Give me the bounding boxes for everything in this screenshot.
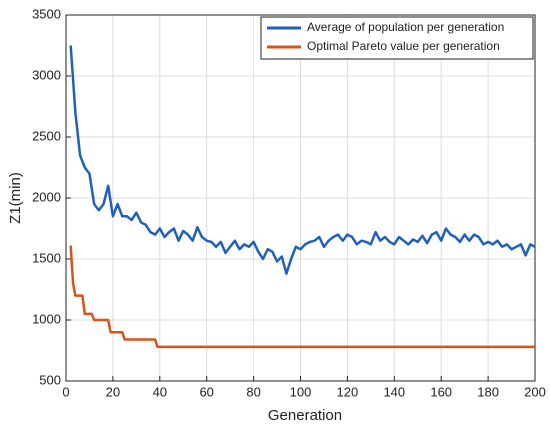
y-tick-label: 500 [39, 372, 61, 387]
y-tick-label: 2000 [32, 189, 61, 204]
series-line [69, 45, 536, 275]
x-tick-label: 160 [430, 384, 452, 399]
y-tick-label: 3000 [32, 67, 61, 82]
legend-label: Average of population per generation [307, 20, 504, 34]
legend-box [260, 16, 534, 60]
y-tick-label: 1500 [32, 250, 61, 265]
x-axis-label: Generation [268, 407, 342, 424]
x-tick-label: 100 [290, 384, 312, 399]
plot-frame [65, 14, 536, 382]
y-tick-label: 2500 [32, 128, 61, 143]
y-tick-label: 3500 [32, 6, 61, 21]
series-line [69, 245, 535, 349]
x-tick-label: 140 [383, 384, 405, 399]
y-axis-label: Z1(min) [7, 172, 24, 224]
x-tick-label: 80 [246, 384, 260, 399]
x-tick-label: 40 [153, 384, 167, 399]
x-tick-label: 60 [199, 384, 213, 399]
x-tick-label: 20 [106, 384, 120, 399]
x-tick-label: 200 [524, 384, 546, 399]
x-tick-label: 180 [477, 384, 499, 399]
x-tick-label: 0 [62, 384, 69, 399]
legend-label: Optimal Pareto value per generation [307, 39, 500, 53]
x-tick-label: 120 [337, 384, 359, 399]
y-tick-label: 1000 [32, 311, 61, 326]
